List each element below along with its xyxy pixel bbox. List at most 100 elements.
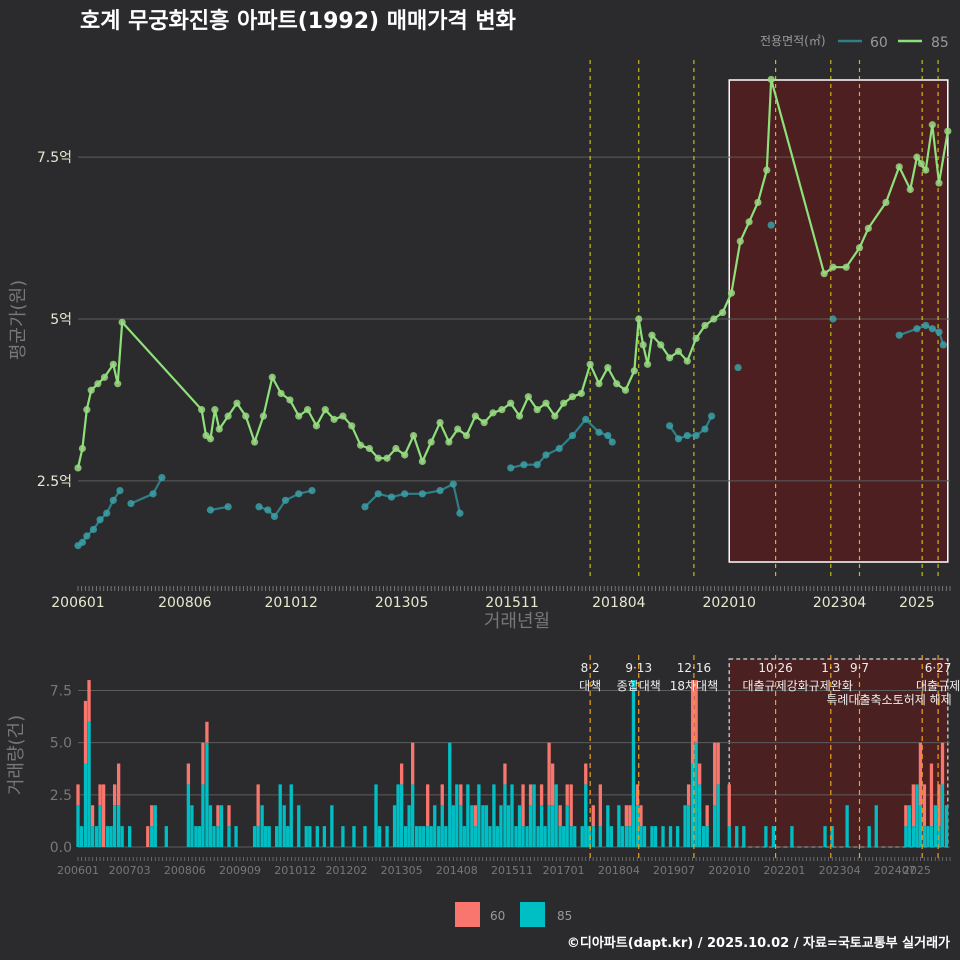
series-85-point [118, 318, 126, 326]
volume-bar-85 [190, 805, 194, 847]
volume-x-tick-label: 202201 [763, 864, 805, 877]
policy-name-label: 특례대출축소 [826, 693, 892, 707]
volume-bar-85 [683, 805, 687, 847]
volume-bar-60 [686, 784, 691, 806]
policy-name-label: 종합대책 [617, 678, 661, 693]
series-60-point [456, 509, 464, 517]
volume-bar-60 [503, 763, 507, 785]
volume-bar-85 [915, 784, 919, 847]
volume-bar-85 [609, 826, 614, 847]
volume-bar-85 [562, 826, 566, 847]
series-60-point [401, 490, 409, 498]
volume-bar-85 [764, 826, 768, 847]
series-85-point [356, 441, 365, 449]
series-85-point [445, 438, 453, 446]
volume-bar-85 [617, 805, 621, 847]
series-85-point [882, 198, 890, 207]
volume-bar-85 [705, 826, 709, 847]
legend-60-bar-label: 60 [490, 909, 505, 923]
series-85-point [692, 334, 700, 343]
volume-x-tick-label: 202304 [819, 864, 861, 877]
volume-bar-85 [598, 826, 602, 847]
volume-bar-85 [790, 826, 794, 847]
volume-x-tick-label: 200806 [164, 864, 206, 877]
volume-x-tick-label: 201907 [653, 864, 695, 877]
series-85-point [436, 419, 444, 427]
volume-x-tick-label: 200703 [109, 864, 151, 877]
series-85-point [906, 185, 914, 194]
series-85-point [100, 373, 109, 381]
volume-bar-85 [929, 826, 934, 847]
volume-bar-60 [411, 742, 415, 785]
volume-bar-85 [429, 826, 433, 847]
volume-bar-60 [539, 784, 544, 806]
volume-bar-85 [484, 805, 489, 847]
volume-y-axis-title: 거래량(건) [6, 715, 27, 795]
volume-bar-85 [922, 826, 927, 847]
policy-date-label: 9·13 [625, 661, 652, 675]
series-85-point [83, 406, 91, 414]
volume-x-tick-label: 201511 [491, 864, 533, 877]
volume-bar-85 [462, 826, 466, 847]
volume-bar-85 [694, 742, 698, 847]
series-85-point [928, 121, 936, 129]
volume-bar-60 [558, 805, 562, 827]
series-85-point [286, 396, 294, 404]
volume-bar-85 [374, 784, 378, 847]
series-60-point [829, 315, 837, 323]
series-85-point [312, 422, 321, 430]
volume-bar-85 [506, 805, 511, 847]
volume-bar-85 [377, 826, 382, 847]
volume-bar-85 [422, 826, 426, 847]
volume-bar-85 [510, 784, 514, 847]
series-60-point [281, 496, 290, 504]
volume-bar-85 [620, 826, 625, 847]
series-85-point [577, 389, 585, 398]
series-60-point [692, 431, 700, 440]
volume-bar-85 [112, 805, 117, 847]
volume-bar-85 [918, 805, 923, 847]
series-85-point [533, 406, 541, 414]
volume-bar-85 [150, 826, 154, 847]
volume-bar-60 [186, 763, 191, 785]
legend-title: 전용면적(㎡) [760, 34, 826, 48]
series-60-point [158, 474, 166, 482]
volume-x-tick-label: 201408 [436, 864, 478, 877]
series-85-point [295, 412, 303, 420]
volume-bar-60 [698, 763, 702, 785]
volume-bar-85 [735, 826, 739, 847]
volume-bar-85 [304, 826, 308, 847]
volume-bar-60 [624, 805, 629, 827]
series-60-point [707, 412, 716, 420]
volume-bar-85 [227, 826, 231, 847]
series-85-point [630, 367, 638, 375]
series-60-point [666, 422, 674, 430]
volume-bar-85 [473, 826, 478, 847]
volume-bar-85 [569, 826, 573, 847]
volume-bar-85 [937, 826, 941, 847]
volume-bar-60 [146, 826, 150, 847]
volume-bar-60 [713, 742, 717, 806]
series-60-point [767, 221, 775, 229]
volume-bar-85 [459, 805, 463, 847]
volume-bar-60 [584, 763, 588, 785]
series-85-point [674, 347, 683, 355]
volume-bar-85 [87, 721, 91, 847]
series-85-point [242, 412, 250, 420]
series-85-point [498, 406, 506, 414]
volume-bar-60 [150, 805, 154, 827]
volume-x-tick-label: 201012 [274, 864, 316, 877]
policy-date-label: 12·16 [677, 661, 711, 675]
volume-bar-85 [407, 805, 411, 847]
volume-bar-85 [256, 826, 260, 847]
series-60-point [96, 516, 104, 524]
volume-bar-60 [521, 784, 525, 827]
series-85-point [829, 263, 837, 271]
volume-y-tick-label: 2.5 [50, 788, 72, 804]
x-axis-title: 거래년월 [484, 611, 550, 632]
volume-bar-85 [105, 826, 110, 847]
volume-bar-85 [904, 826, 908, 847]
volume-bar-85 [716, 784, 720, 847]
series-60-point [604, 431, 612, 440]
bottom-legend: 60 85 [455, 902, 572, 927]
